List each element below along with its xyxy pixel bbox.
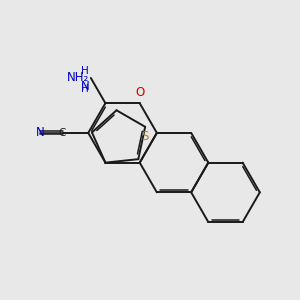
Text: C: C bbox=[59, 128, 66, 138]
Text: S: S bbox=[142, 130, 149, 143]
Text: NH₂: NH₂ bbox=[67, 71, 89, 84]
Text: N: N bbox=[36, 126, 45, 140]
Text: H: H bbox=[81, 84, 88, 94]
Text: O: O bbox=[135, 86, 144, 100]
Text: N: N bbox=[80, 80, 89, 92]
Text: H: H bbox=[81, 66, 88, 76]
